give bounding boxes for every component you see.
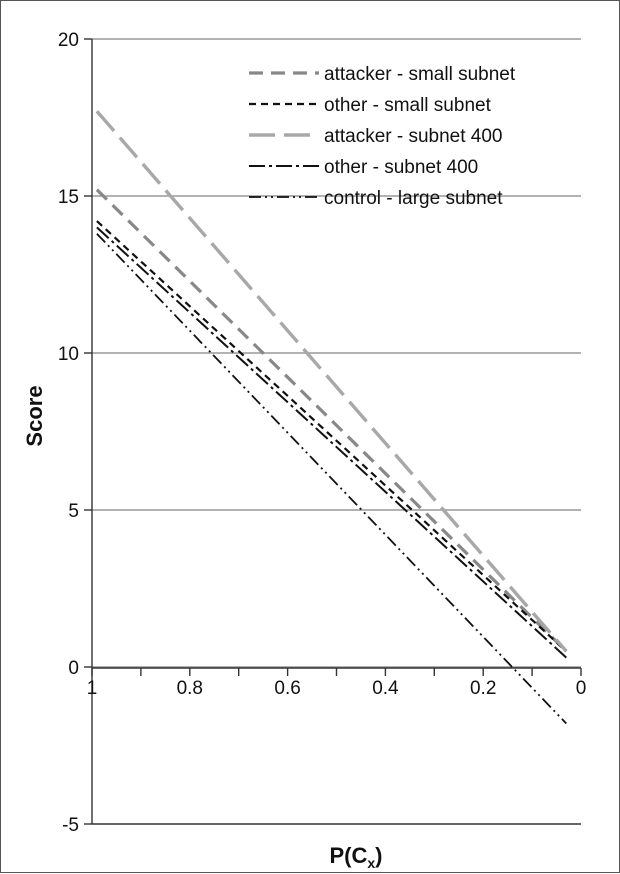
y-tick-label-3: 10 (58, 344, 79, 365)
x-tick-label-0: 1 (87, 678, 98, 699)
legend-label-4: control - large subnet (324, 188, 503, 209)
x-axis-title-subscript: x (367, 855, 375, 871)
legend-label-1: other - small subnet (324, 95, 492, 116)
y-tick-label-4: 15 (58, 187, 79, 208)
x-tick-label-5: 0 (576, 678, 587, 699)
x-axis-title-main: P(C (329, 843, 367, 868)
x-tick-label-2: 0.6 (274, 678, 300, 699)
series-line-0 (95, 188, 568, 653)
y-tick-label-2: 5 (68, 501, 79, 522)
series-line-4 (96, 233, 567, 725)
series-line-1 (96, 220, 568, 653)
grid-lines (92, 38, 581, 668)
axes: -5 0 5 10 15 20 1 0.8 0.6 0.4 0.2 0 (58, 30, 586, 836)
x-tick-label-4: 0.2 (470, 678, 496, 699)
legend: attacker - small subnet other - small sub… (249, 64, 516, 209)
series-line-3 (96, 226, 567, 659)
legend-label-2: attacker - subnet 400 (324, 126, 503, 147)
y-tick-label-5: 20 (58, 30, 79, 51)
legend-label-0: attacker - small subnet (324, 64, 516, 85)
x-axis-title: P(Cx) (329, 843, 382, 871)
x-tick-label-1: 0.8 (177, 678, 203, 699)
y-axis-title: Score (22, 385, 47, 446)
series-lines (95, 110, 568, 725)
x-tick-label-3: 0.4 (372, 678, 399, 699)
y-tick-label-0: -5 (62, 815, 79, 836)
series-line-2 (95, 110, 568, 653)
y-tick-label-1: 0 (68, 658, 79, 679)
x-axis-title-suffix: ) (375, 843, 382, 868)
legend-label-3: other - subnet 400 (324, 157, 478, 178)
